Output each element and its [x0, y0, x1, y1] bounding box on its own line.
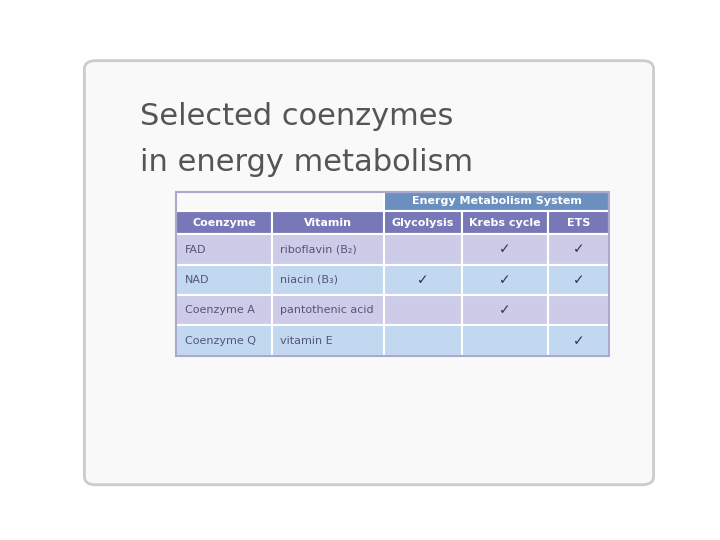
Bar — [176, 211, 271, 234]
Bar — [271, 295, 384, 326]
Bar — [384, 234, 462, 265]
Text: ✓: ✓ — [500, 303, 511, 318]
Text: ✓: ✓ — [573, 273, 585, 287]
Bar — [271, 234, 384, 265]
Bar — [176, 192, 609, 356]
Text: Selected coenzymes: Selected coenzymes — [140, 102, 454, 131]
Bar — [176, 326, 271, 356]
Bar — [462, 326, 549, 356]
Text: Coenzyme Q: Coenzyme Q — [185, 336, 256, 346]
Text: in energy metabolism: in energy metabolism — [140, 148, 473, 177]
Text: ETS: ETS — [567, 218, 590, 228]
Text: ✓: ✓ — [500, 273, 511, 287]
Text: ✓: ✓ — [500, 242, 511, 256]
Text: ✓: ✓ — [573, 242, 585, 256]
Bar — [462, 211, 549, 234]
Bar — [271, 265, 384, 295]
Text: riboflavin (B₂): riboflavin (B₂) — [280, 245, 356, 254]
Bar — [384, 326, 462, 356]
Bar — [384, 265, 462, 295]
Bar — [176, 265, 271, 295]
Text: FAD: FAD — [185, 245, 207, 254]
Text: Vitamin: Vitamin — [304, 218, 352, 228]
Bar — [549, 211, 609, 234]
Bar — [384, 211, 462, 234]
Bar — [271, 326, 384, 356]
Bar — [271, 211, 384, 234]
Bar — [384, 192, 609, 211]
Bar — [384, 295, 462, 326]
Bar — [462, 234, 549, 265]
Text: Energy Metabolism System: Energy Metabolism System — [412, 197, 582, 206]
Text: ✓: ✓ — [417, 273, 429, 287]
Text: Glycolysis: Glycolysis — [392, 218, 454, 228]
Text: Krebs cycle: Krebs cycle — [469, 218, 541, 228]
Text: vitamin E: vitamin E — [280, 336, 333, 346]
Text: ✓: ✓ — [573, 334, 585, 348]
Bar — [549, 265, 609, 295]
Text: NAD: NAD — [185, 275, 210, 285]
Bar — [462, 265, 549, 295]
Bar — [176, 234, 271, 265]
Bar — [549, 326, 609, 356]
Text: pantothenic acid: pantothenic acid — [280, 305, 374, 315]
Text: Coenzyme A: Coenzyme A — [185, 305, 255, 315]
Text: niacin (B₃): niacin (B₃) — [280, 275, 338, 285]
Bar — [462, 295, 549, 326]
Text: Coenzyme: Coenzyme — [192, 218, 256, 228]
FancyBboxPatch shape — [84, 60, 654, 485]
Bar — [176, 295, 271, 326]
Bar — [549, 234, 609, 265]
Bar — [549, 295, 609, 326]
